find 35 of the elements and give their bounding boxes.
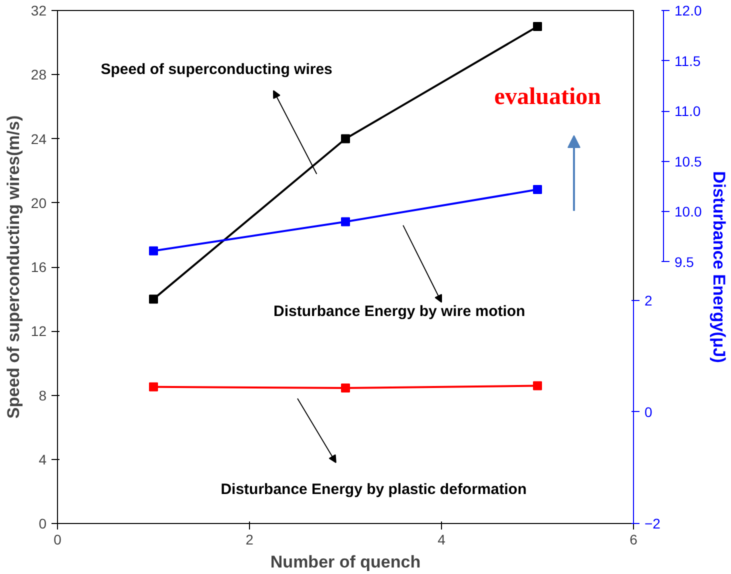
y3-tick-label: 12.0 [674, 2, 702, 18]
y2-tick-label: −2 [644, 516, 661, 532]
y-tick-label: 8 [38, 387, 47, 404]
annotation: Disturbance Energy by plastic deformation [220, 480, 527, 498]
y-axis-title: Speed of superconducting wires(m/s) [4, 115, 23, 419]
y2-tick-label: 0 [644, 404, 652, 420]
y3-tick-label: 9.5 [674, 254, 694, 270]
y-tick-label: 32 [30, 2, 47, 18]
y2-axis-title: Disturbance Energy(μJ) [710, 171, 729, 363]
x-tick-label: 0 [54, 532, 62, 548]
y-tick-label: 20 [30, 194, 47, 211]
point [341, 134, 350, 144]
point [533, 22, 542, 32]
point [341, 217, 350, 226]
annotation: evaluation [494, 84, 601, 110]
annotation: Speed of superconducting wires [100, 60, 332, 78]
annotation: Disturbance Energy by wire motion [274, 302, 526, 320]
y-tick-label: 28 [30, 66, 47, 83]
y3-tick-label: 11.5 [674, 52, 701, 69]
y3-tick-label: 10.5 [674, 153, 702, 170]
y-tick-label: 0 [38, 516, 47, 532]
y3-tick-label: 11.0 [674, 103, 701, 120]
x-axis-title: Number of quench [270, 552, 421, 572]
x-tick-label: 2 [246, 532, 254, 548]
y-tick-label: 12 [30, 323, 47, 340]
x-tick-label: 6 [630, 532, 638, 548]
y2-tick-label: 2 [644, 292, 652, 308]
x-tick-label: 4 [438, 532, 446, 548]
y-tick-label: 4 [38, 451, 47, 468]
y-tick-label: 24 [30, 130, 47, 147]
point [149, 294, 158, 304]
y-tick-label: 16 [30, 259, 47, 275]
point [533, 185, 542, 194]
point [149, 246, 158, 256]
y3-tick-label: 10.0 [674, 204, 702, 220]
